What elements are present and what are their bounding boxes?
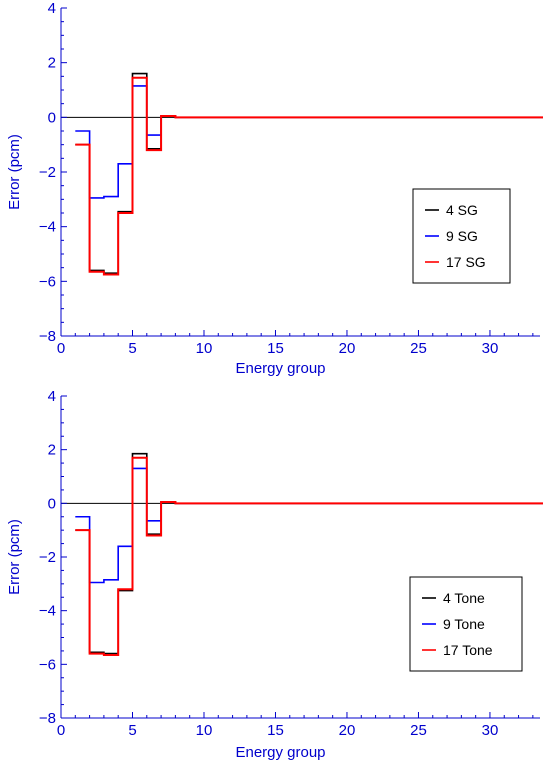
x-tick-label: 10 [196,722,213,739]
legend-label: 9 SG [446,228,478,244]
x-tick-label: 20 [339,340,356,357]
x-tick-label: 30 [482,722,499,739]
y-tick-label: −2 [39,164,56,181]
y-tick-label: 0 [48,109,56,126]
y-tick-label: 4 [48,388,56,405]
y-tick-label: 0 [48,495,56,512]
y-tick-label: −8 [39,328,56,345]
x-axis-title: Energy group [235,744,325,761]
y-axis-title: Error (pcm) [6,519,23,595]
legend: 4 SG 9 SG 17 SG [412,188,511,284]
series-line-9-tone [75,467,543,584]
x-tick-label: 30 [482,340,499,357]
chart-panel-bottom: 0 5 10 15 20 25 30 −8 −6 −4 −2 0 2 4 Energy group Error… [6,388,543,761]
y-tick-label: −6 [39,656,56,673]
x-tick-label: 5 [128,340,136,357]
legend-label: 17 SG [446,254,486,270]
legend: 4 Tone 9 Tone 17 Tone [409,576,523,672]
x-axis-title: Energy group [235,360,325,377]
x-tick-label: 0 [57,722,65,739]
series-line-17-sg [75,76,543,276]
series-line-9-sg [75,85,543,199]
y-tick-label: −8 [39,710,56,727]
x-tick-label: 25 [410,722,427,739]
legend-label: 17 Tone [443,642,493,658]
y-tick-label: 4 [48,0,56,17]
x-tick-label: 10 [196,340,213,357]
y-tick-label: −2 [39,549,56,566]
legend-label: 9 Tone [443,616,485,632]
chart-panel-top: 0 5 10 15 20 25 30 −8 −6 −4 −2 0 2 4 Energy group Error… [6,0,543,377]
y-axis-title: Error (pcm) [6,134,23,210]
legend-label: 4 Tone [443,590,485,606]
x-tick-label: 20 [339,722,356,739]
legend-label: 4 SG [446,202,478,218]
x-tick-label: 0 [57,340,65,357]
y-tick-label: 2 [48,55,56,72]
series-line-17-tone [75,456,543,656]
x-tick-label: 25 [410,340,427,357]
y-tick-label: 2 [48,442,56,459]
x-tick-label: 15 [267,340,284,357]
y-tick-label: −6 [39,273,56,290]
y-tick-label: −4 [39,603,56,620]
y-tick-label: −4 [39,219,56,236]
legend-box [409,576,523,672]
x-tick-label: 5 [128,722,136,739]
x-tick-label: 15 [267,722,284,739]
